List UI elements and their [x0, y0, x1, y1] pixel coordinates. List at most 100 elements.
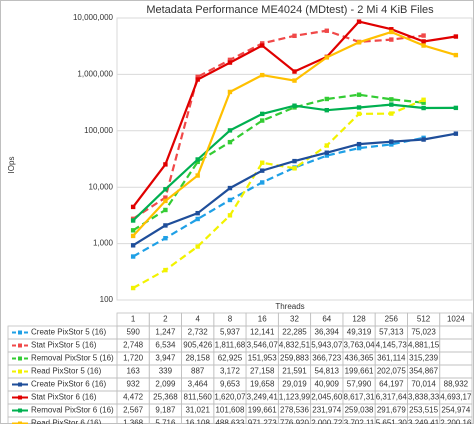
table-value: 22,285: [282, 328, 307, 337]
table-value: 3,172: [220, 367, 241, 376]
table-value: 4,472: [123, 393, 144, 402]
legend-marker: [18, 395, 22, 400]
table-value: 31,021: [185, 406, 210, 415]
x-axis-label: Threads: [275, 302, 304, 311]
table-value: 12,141: [250, 328, 275, 337]
table-value: 4,693,17: [440, 393, 472, 402]
table-value: 291,679: [377, 406, 406, 415]
series-marker: [324, 153, 329, 158]
series-marker: [389, 27, 394, 32]
x-tick-label: 4: [195, 315, 200, 324]
x-tick-label: 2: [163, 315, 168, 324]
series-marker: [130, 233, 136, 239]
table-value: 6,534: [155, 341, 176, 350]
table-value: 36,394: [315, 328, 340, 337]
table-value: 3,249,41: [247, 393, 279, 402]
series-marker: [292, 69, 297, 74]
x-tick-label: 64: [322, 315, 331, 324]
x-tick-label: 1: [131, 315, 136, 324]
series-marker: [130, 285, 136, 291]
legend-label: Create PixStor 5 (16): [31, 328, 106, 337]
table-value: 1,720: [123, 354, 144, 363]
series-marker: [130, 228, 136, 233]
table-value: 2,200,16: [440, 419, 472, 424]
table-value: 905,426: [183, 341, 212, 350]
legend-marker: [18, 382, 22, 387]
x-tick-label: 32: [290, 315, 299, 324]
series-marker: [389, 37, 394, 42]
table-value: 151,953: [248, 354, 277, 363]
series-marker: [227, 57, 233, 63]
series-marker: [260, 72, 265, 78]
series-marker: [453, 52, 459, 58]
x-tick-label: 1024: [447, 315, 465, 324]
table-value: 488,633: [215, 419, 244, 424]
table-value: 199,661: [345, 367, 374, 376]
series-marker: [421, 105, 426, 111]
legend-label: Removal PixStor 5 (16): [31, 354, 114, 363]
table-value: 64,197: [379, 380, 404, 389]
table-value: 1,620,07: [214, 393, 246, 402]
series-marker: [389, 139, 394, 144]
series-marker: [324, 28, 329, 33]
series-marker: [163, 187, 168, 192]
series-marker: [324, 143, 329, 148]
series-marker: [195, 173, 200, 178]
table-value: 776,920: [280, 419, 309, 424]
table-value: 21,591: [282, 367, 307, 376]
series-marker: [356, 105, 362, 110]
series-marker: [195, 216, 200, 222]
legend-marker: [18, 408, 22, 413]
series-marker: [421, 43, 426, 48]
series-marker: [389, 142, 394, 147]
legend-label: Create PixStor 6 (16): [31, 380, 106, 389]
series-marker: [453, 131, 459, 136]
series-marker: [163, 235, 168, 241]
series-marker: [227, 60, 233, 65]
series-marker: [356, 19, 362, 24]
series-marker: [421, 137, 426, 142]
series-marker: [324, 150, 329, 155]
series-marker: [130, 254, 136, 259]
legend-label: Removal PixStor 6 (16): [31, 406, 114, 415]
table-value: 3,838,33: [408, 393, 440, 402]
table-value: 4,145,73: [376, 341, 408, 350]
series-marker: [389, 29, 394, 35]
table-value: 101,608: [215, 406, 244, 415]
table-value: 9,187: [155, 406, 176, 415]
table-value: 971,273: [248, 419, 277, 424]
table-value: 3,702,11: [344, 419, 375, 424]
series-marker: [195, 157, 200, 162]
series-marker: [195, 74, 200, 80]
table-value: 366,723: [312, 354, 341, 363]
series-marker: [163, 198, 168, 204]
series-marker: [421, 39, 426, 44]
y-tick-label: 100: [100, 295, 114, 304]
table-value: 339: [159, 367, 173, 376]
table-value: 25,368: [153, 393, 178, 402]
table-value: 49,319: [347, 328, 372, 337]
series-marker: [356, 111, 362, 117]
table-value: 887: [191, 367, 205, 376]
legend-marker: [18, 369, 22, 374]
series-marker: [356, 145, 362, 151]
table-value: 259,883: [280, 354, 309, 363]
table-value: 2,748: [123, 341, 144, 350]
y-axis-label: IOps: [7, 157, 16, 174]
table-value: 2,732: [188, 328, 209, 337]
legend-marker: [18, 343, 22, 348]
legend-marker: [18, 421, 22, 424]
table-value: 57,990: [347, 380, 372, 389]
table-value: 57,313: [379, 328, 404, 337]
legend-label: Read PixStor 5 (16): [31, 367, 102, 376]
series-line: [132, 136, 424, 258]
legend-label: Read PixStor 6 (16): [31, 419, 102, 424]
x-tick-label: 512: [417, 315, 431, 324]
table-value: 4,881,15: [408, 341, 440, 350]
series-line: [132, 93, 424, 232]
table-value: 254,974: [441, 406, 470, 415]
table-value: 9,653: [220, 380, 241, 389]
series-marker: [163, 207, 168, 213]
series-marker: [227, 89, 233, 95]
table-value: 75,023: [411, 328, 436, 337]
